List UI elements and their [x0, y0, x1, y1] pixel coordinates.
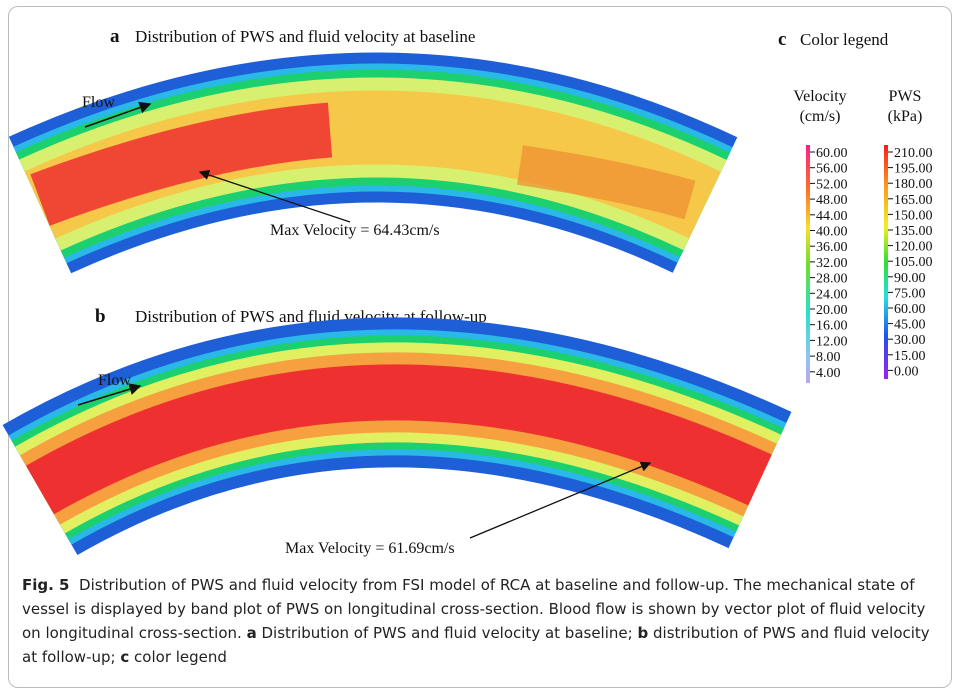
flow-arrow — [84, 101, 152, 128]
legend-tick-label: 32.00 — [816, 256, 848, 271]
annotation-arrow — [198, 169, 351, 223]
legend-tick-label: 12.00 — [816, 334, 848, 349]
legend-tick-label: 195.00 — [894, 162, 933, 177]
legend-tick-label: 40.00 — [816, 225, 848, 240]
legend-tick-label: 28.00 — [816, 272, 848, 287]
legend-tick-label: 44.00 — [816, 209, 848, 224]
panel-letter: a — [110, 26, 120, 47]
legend-ticks: 60.0056.0052.0048.0044.0040.0036.0032.00… — [810, 146, 933, 381]
figure-frame — [8, 6, 952, 688]
annotation-arrow — [469, 461, 652, 539]
legend-tick-label: 120.00 — [894, 240, 933, 255]
legend-tick-label: 20.00 — [816, 303, 848, 318]
caption-text: distribution of PWS and fluid velocity a… — [22, 624, 930, 666]
legend-tick-label: 60.00 — [816, 146, 848, 161]
legend-tick-label: 180.00 — [894, 177, 933, 192]
velocity-colorbar — [806, 145, 810, 383]
legend-tick-label: 56.00 — [816, 162, 848, 177]
legend-tick-label: 4.00 — [816, 366, 841, 381]
legend-tick-label: 105.00 — [894, 255, 933, 270]
legend-tick-label: 0.00 — [894, 364, 919, 379]
legend-tick-label: 135.00 — [894, 224, 933, 239]
legend-tick-label: 60.00 — [894, 302, 926, 317]
vessel-a — [8, 52, 738, 274]
legend-title: Color legend — [800, 30, 889, 49]
legend-tick-label: 45.00 — [894, 318, 926, 333]
legend-tick-label: 24.00 — [816, 287, 848, 302]
flow-label: Flow — [82, 94, 115, 111]
panel-letter: b — [95, 306, 106, 327]
caption: Fig. 5 Distribution of PWS and fluid vel… — [22, 573, 942, 669]
legend-tick-label: 75.00 — [894, 286, 926, 301]
legend-unit: (cm/s) — [800, 108, 841, 125]
caption-text: Distribution of PWS and fluid velocity a… — [261, 624, 633, 642]
caption-text: Distribution of PWS and fluid velocity f… — [22, 576, 926, 642]
legend-unit: (kPa) — [888, 108, 923, 125]
caption-label: Fig. 5 — [22, 576, 70, 594]
legend-tick-label: 90.00 — [894, 271, 926, 286]
legend-tick-label: 150.00 — [894, 208, 933, 223]
pws-colorbar — [884, 145, 888, 379]
flow-arrow — [77, 383, 142, 406]
legend-header: Velocity — [793, 88, 846, 105]
legend-tick-label: 210.00 — [894, 146, 933, 161]
caption-letter: a — [246, 624, 257, 642]
figure: a Distribution of PWS and fluid velocity… — [2, 26, 933, 557]
legend-tick-label: 52.00 — [816, 177, 848, 192]
vessel-b — [2, 317, 792, 556]
legend-tick-label: 8.00 — [816, 350, 841, 365]
caption-text: color legend — [134, 648, 227, 666]
legend-tick-label: 36.00 — [816, 240, 848, 255]
legend-header: PWS — [889, 88, 922, 105]
panel-title: Distribution of PWS and fluid velocity a… — [135, 27, 475, 46]
panel-letter: c — [778, 29, 786, 50]
flow-label: Flow — [98, 372, 131, 389]
legend-tick-label: 15.00 — [894, 349, 926, 364]
caption-letter: c — [120, 648, 130, 666]
legend-tick-label: 30.00 — [894, 333, 926, 348]
legend-tick-label: 165.00 — [894, 193, 933, 208]
annotation: Max Velocity = 61.69cm/s — [285, 540, 455, 557]
caption-letter: b — [637, 624, 649, 642]
annotation: Max Velocity = 64.43cm/s — [270, 222, 440, 239]
legend-tick-label: 48.00 — [816, 193, 848, 208]
legend-tick-label: 16.00 — [816, 319, 848, 334]
